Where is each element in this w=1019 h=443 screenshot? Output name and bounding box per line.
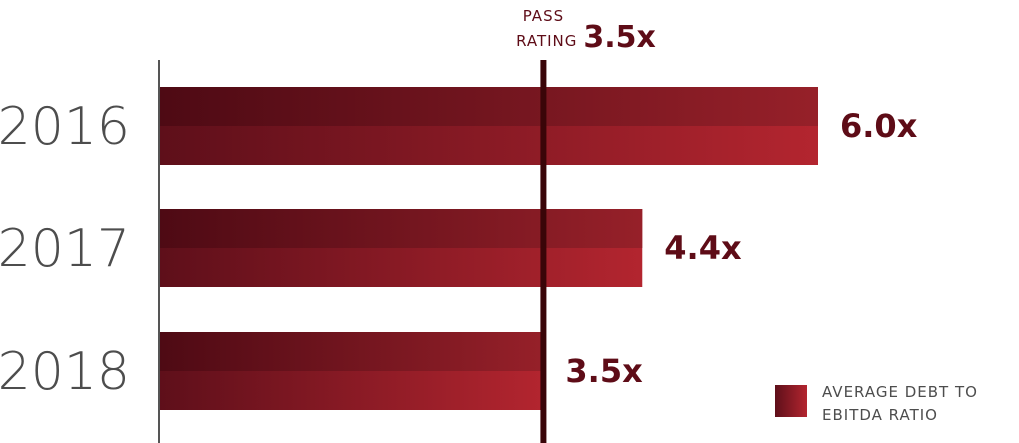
bar-2017-shade [159,209,643,248]
category-label-2018: 2018 [0,342,130,402]
value-label-2016: 6.0x [840,107,918,145]
legend-swatch [775,385,807,417]
legend-label-line1: AVERAGE DEBT TO [822,383,978,401]
value-label-2018: 3.5x [565,352,643,390]
category-label-2017: 2017 [0,219,130,279]
pass-rating-label-line1: PASS [523,7,564,25]
bar-2018-shade [159,332,544,371]
bars-group: 2016 6.0x 2017 4.4x 2018 3.5x [0,87,918,410]
category-label-2016: 2016 [0,97,130,157]
pass-rating-label-line2: RATING [516,32,577,50]
value-label-2017: 4.4x [664,229,742,267]
bar-2016-shade [159,87,818,126]
legend-label-line2: EBITDA RATIO [822,406,938,424]
pass-rating-value: 3.5x [583,20,656,55]
legend: AVERAGE DEBT TO EBITDA RATIO [775,383,978,424]
